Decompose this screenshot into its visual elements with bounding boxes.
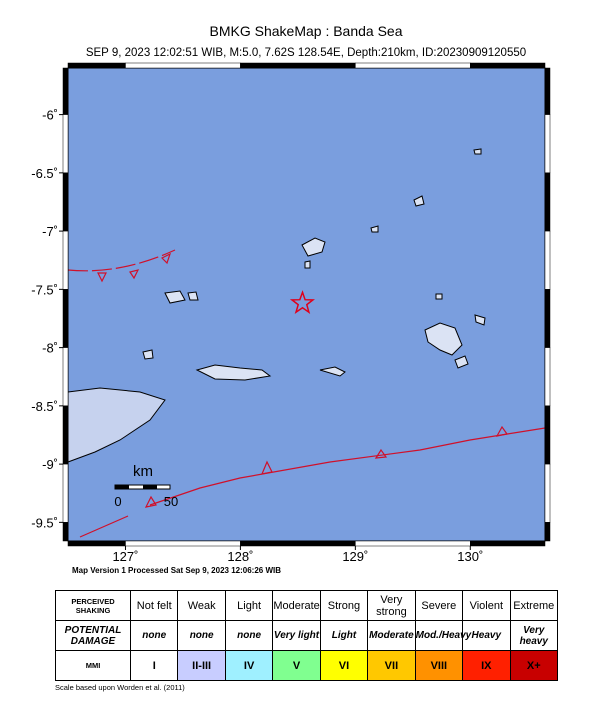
title: BMKG ShakeMap : Banda Sea bbox=[210, 23, 403, 39]
legend-cell: VI bbox=[319, 650, 369, 681]
frame-band bbox=[544, 463, 551, 523]
legend-cell: Light bbox=[319, 620, 369, 651]
scale-bar-seg bbox=[143, 485, 157, 489]
scale-label: 0 bbox=[114, 494, 121, 509]
frame-band bbox=[67, 62, 126, 69]
lon-tick-label: 127˚ bbox=[112, 549, 138, 564]
epicenter bbox=[289, 290, 315, 314]
legend-cell: Very light bbox=[272, 620, 321, 651]
legend-cell: VII bbox=[367, 650, 416, 681]
scale-bar-seg bbox=[115, 485, 129, 489]
frame-band bbox=[544, 405, 551, 465]
legend-cell: Mod./Heavy bbox=[414, 620, 471, 651]
frame-band bbox=[544, 172, 551, 232]
legend-cell: Moderate bbox=[367, 620, 416, 651]
frame-band bbox=[544, 230, 551, 290]
legend-cell: Violent bbox=[462, 590, 511, 621]
legend-row: POTENTIAL DAMAGE none none none Very light Li… bbox=[55, 620, 558, 651]
intensity-legend: PERCEIVED SHAKING Not felt Weak Light Modera… bbox=[55, 590, 558, 681]
lon-tick-label: 129˚ bbox=[342, 549, 368, 564]
frame-band bbox=[544, 67, 551, 115]
legend-cell: Light bbox=[224, 590, 274, 621]
legend-header: MMI bbox=[55, 650, 131, 681]
legend-cell: Extreme bbox=[509, 590, 558, 621]
legend-cell: Weak bbox=[177, 590, 226, 621]
lat-tick-label: -6˚ bbox=[42, 108, 58, 123]
frame-band bbox=[544, 522, 551, 542]
trench-teeth bbox=[97, 252, 509, 508]
frame-band bbox=[240, 62, 356, 69]
frame-band bbox=[544, 114, 551, 174]
frame-band bbox=[62, 67, 69, 115]
legend-cell: Very strong bbox=[367, 590, 416, 621]
legend-cell: X+ bbox=[509, 650, 558, 681]
legend-header: POTENTIAL DAMAGE bbox=[55, 620, 131, 651]
legend-cell: Strong bbox=[319, 590, 369, 621]
frame-band bbox=[62, 522, 69, 542]
frame-band bbox=[67, 540, 126, 547]
scale-unit: km bbox=[133, 463, 153, 480]
lat-tick-label: -7.5˚ bbox=[31, 282, 58, 297]
lat-tick-label: -7˚ bbox=[42, 224, 58, 239]
subtitle: SEP 9, 2023 12:02:51 WIB, M:5.0, 7.62S 1… bbox=[86, 47, 526, 59]
frame-band bbox=[355, 62, 471, 69]
lon-tick-label: 128˚ bbox=[227, 549, 253, 564]
legend-cell: none bbox=[129, 620, 179, 651]
legend-row: MMI I II-III IV V VI VII VIII IX X+ bbox=[55, 650, 558, 681]
trench bbox=[79, 427, 546, 538]
legend-cell: II-III bbox=[177, 650, 226, 681]
scale-note: Scale based upon Worden et al. (2011) bbox=[55, 683, 185, 692]
frame-band bbox=[355, 540, 471, 547]
legend-cell: V bbox=[272, 650, 321, 681]
frame-band bbox=[62, 172, 69, 232]
frame-band bbox=[62, 114, 69, 174]
frame-band bbox=[62, 289, 69, 348]
legend-cell: none bbox=[224, 620, 274, 651]
lat-tick-label: -8˚ bbox=[42, 341, 58, 356]
legend-cell: Very heavy bbox=[509, 620, 558, 651]
lat-tick-label: -8.5˚ bbox=[31, 399, 58, 414]
legend-row: PERCEIVED SHAKING Not felt Weak Light Modera… bbox=[55, 590, 558, 621]
legend-cell: IV bbox=[224, 650, 274, 681]
frame-band bbox=[62, 347, 69, 407]
frame-band bbox=[470, 540, 546, 547]
legend-cell: VIII bbox=[414, 650, 464, 681]
lat-tick-label: -9˚ bbox=[42, 457, 58, 472]
islands bbox=[67, 148, 486, 463]
frame-band bbox=[125, 540, 241, 547]
legend-cell: none bbox=[177, 620, 226, 651]
lon-tick-label: 130˚ bbox=[457, 549, 483, 564]
processed-note: Map Version 1 Processed Sat Sep 9, 2023 … bbox=[72, 566, 281, 575]
lat-tick-label: -6.5˚ bbox=[31, 166, 58, 181]
frame-band bbox=[62, 463, 69, 523]
shakemap: BMKG ShakeMap : Banda Sea SEP 9, 2023 12… bbox=[31, 23, 551, 564]
legend-cell: I bbox=[129, 650, 179, 681]
frame-band bbox=[470, 62, 546, 69]
frame-band bbox=[62, 230, 69, 290]
legend-cell: Severe bbox=[414, 590, 464, 621]
scale-label: 50 bbox=[164, 494, 178, 509]
lat-tick-label: -9.5˚ bbox=[31, 515, 58, 530]
frame-band bbox=[125, 62, 241, 69]
frame-band bbox=[544, 347, 551, 407]
legend-cell: Moderate bbox=[272, 590, 321, 621]
legend-header: PERCEIVED SHAKING bbox=[55, 590, 131, 621]
legend-cell: Not felt bbox=[129, 590, 179, 621]
thrust bbox=[67, 249, 176, 272]
frame-band bbox=[240, 540, 356, 547]
frame-band bbox=[544, 289, 551, 348]
frame-band bbox=[62, 405, 69, 465]
legend-cell: IX bbox=[462, 650, 511, 681]
